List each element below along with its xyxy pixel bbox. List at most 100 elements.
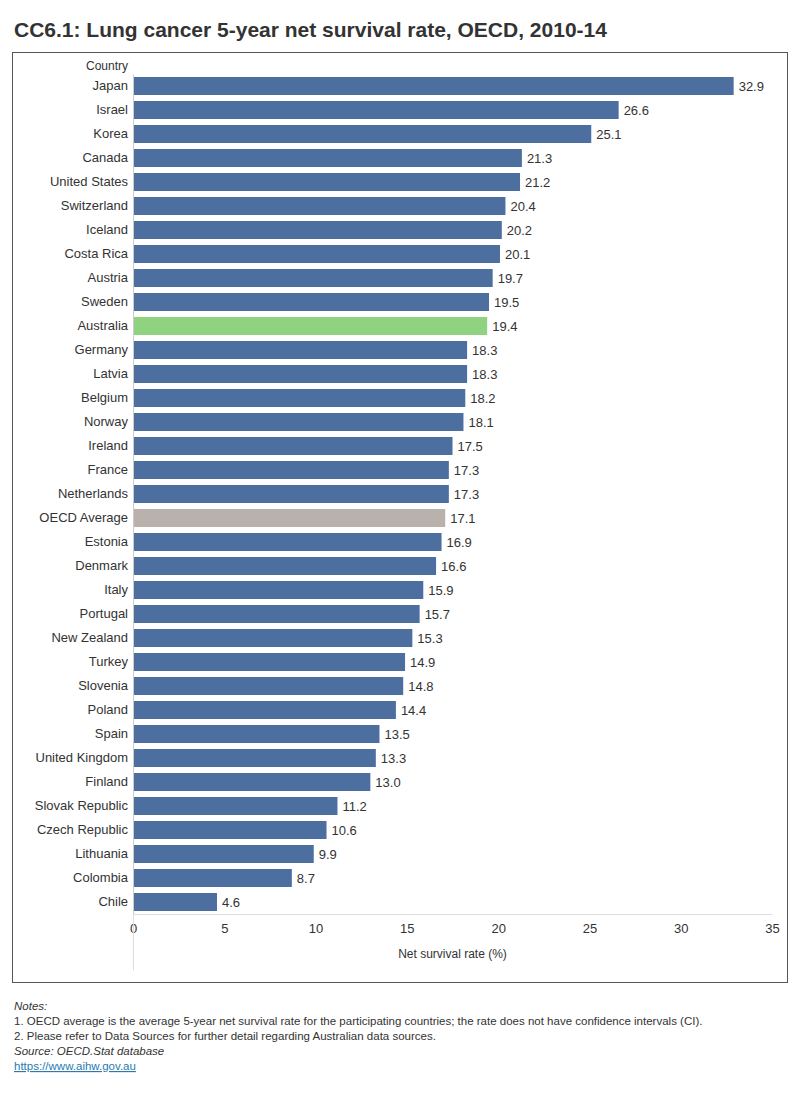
data-label: 25.1 xyxy=(596,127,621,142)
y-tick: Switzerland xyxy=(61,198,133,213)
y-tick-label: France xyxy=(88,462,128,477)
data-label: 20.2 xyxy=(507,223,532,238)
data-label: 11.2 xyxy=(342,799,366,814)
y-tick: Poland xyxy=(88,702,133,717)
x-tick: 15 xyxy=(400,914,414,936)
data-label: 15.9 xyxy=(428,583,453,598)
y-tick-label: Denmark xyxy=(75,558,128,573)
y-tick-label: Belgium xyxy=(81,390,128,405)
bar xyxy=(133,509,445,527)
y-tick: Israel xyxy=(96,102,133,117)
y-tick: Estonia xyxy=(85,534,133,549)
source-link[interactable]: https://www.aihw.gov.au xyxy=(14,1060,136,1072)
y-tick-label: Slovenia xyxy=(78,678,129,693)
y-axis-title: Country xyxy=(86,59,128,73)
bar xyxy=(133,125,591,143)
notes-title: Notes: xyxy=(14,1000,47,1012)
y-tick-label: Norway xyxy=(84,414,129,429)
axis-line xyxy=(133,75,134,915)
y-tick-label: Sweden xyxy=(81,294,128,309)
axis-extension xyxy=(133,914,134,970)
bar xyxy=(133,869,292,887)
bar xyxy=(133,173,520,191)
data-label: 15.3 xyxy=(417,631,442,646)
bar xyxy=(133,701,396,719)
y-axis: JapanIsraelKoreaCanadaUnited StatesSwitz… xyxy=(35,75,134,915)
y-tick: Slovak Republic xyxy=(35,798,133,813)
y-tick: Ireland xyxy=(88,438,133,453)
data-label: 19.5 xyxy=(494,295,519,310)
data-label: 16.9 xyxy=(447,535,472,550)
y-tick: France xyxy=(88,462,133,477)
bar xyxy=(133,653,405,671)
axis-line xyxy=(134,914,773,915)
x-tick: 20 xyxy=(491,914,505,936)
data-label: 9.9 xyxy=(319,847,337,862)
bar xyxy=(133,797,337,815)
bar xyxy=(133,413,463,431)
y-tick: Costa Rica xyxy=(64,246,133,261)
data-label: 26.6 xyxy=(624,103,649,118)
bar xyxy=(133,605,420,623)
bar xyxy=(133,389,465,407)
x-tick: 5 xyxy=(221,914,228,936)
bar xyxy=(133,557,436,575)
data-label: 14.4 xyxy=(401,703,426,718)
y-tick: Colombia xyxy=(73,870,133,885)
y-tick-label: Japan xyxy=(93,78,128,93)
bar xyxy=(133,821,327,839)
bar xyxy=(133,485,449,503)
data-label: 32.9 xyxy=(739,79,764,94)
y-tick: Belgium xyxy=(81,390,133,405)
y-tick-label: Turkey xyxy=(89,654,129,669)
data-label: 17.3 xyxy=(454,463,479,478)
bar xyxy=(133,149,522,167)
bar xyxy=(133,221,502,239)
bar xyxy=(133,845,314,863)
y-tick-label: Italy xyxy=(104,582,128,597)
data-label: 10.6 xyxy=(332,823,357,838)
bar xyxy=(133,437,453,455)
data-label: 21.3 xyxy=(527,151,552,166)
x-tick-label: 10 xyxy=(309,921,323,936)
x-tick: 30 xyxy=(674,914,688,936)
y-tick: Austria xyxy=(88,270,133,285)
bar xyxy=(133,197,505,215)
y-tick-label: Austria xyxy=(88,270,129,285)
y-tick-label: Colombia xyxy=(73,870,129,885)
bar xyxy=(133,725,379,743)
data-label: 13.3 xyxy=(381,751,406,766)
bar xyxy=(133,101,619,119)
note: 2. Please refer to Data Sources for furt… xyxy=(14,1030,436,1042)
frame xyxy=(13,53,788,983)
y-tick: United States xyxy=(50,174,133,189)
x-tick: 35 xyxy=(765,914,779,936)
y-tick-label: Iceland xyxy=(86,222,128,237)
bar xyxy=(133,773,370,791)
bar xyxy=(133,77,734,95)
data-label: 14.8 xyxy=(408,679,433,694)
x-tick-label: 30 xyxy=(674,921,688,936)
y-tick: United Kingdom xyxy=(36,750,134,765)
y-tick: Portugal xyxy=(80,606,133,621)
bar xyxy=(133,317,487,335)
y-tick: Netherlands xyxy=(58,486,133,501)
y-tick: Spain xyxy=(95,726,133,741)
bar xyxy=(133,293,489,311)
y-tick: Iceland xyxy=(86,222,133,237)
y-tick-label: United States xyxy=(50,174,129,189)
data-label: 14.9 xyxy=(410,655,435,670)
bar xyxy=(133,245,500,263)
data-label: 13.5 xyxy=(384,727,409,742)
data-label: 18.1 xyxy=(468,415,493,430)
y-tick-label: Latvia xyxy=(93,366,128,381)
y-tick-label: Ireland xyxy=(88,438,128,453)
data-label: 17.1 xyxy=(450,511,475,526)
y-tick: Australia xyxy=(77,318,133,333)
x-axis: 05101520253035 xyxy=(130,914,780,936)
y-tick: Chile xyxy=(98,894,133,909)
x-tick-label: 20 xyxy=(491,921,505,936)
y-tick: Finland xyxy=(85,774,133,789)
y-tick: Sweden xyxy=(81,294,133,309)
bar xyxy=(133,461,449,479)
